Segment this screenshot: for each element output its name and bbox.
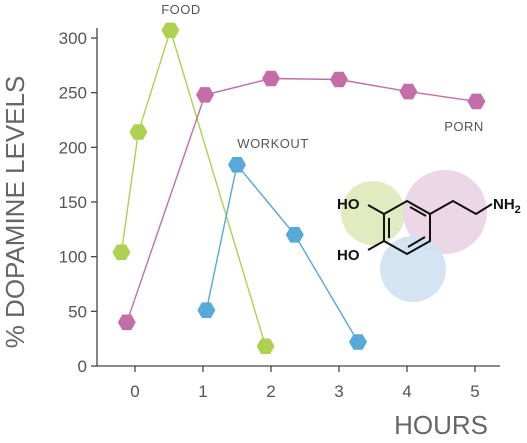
- series-line-workout: [205, 163, 359, 343]
- double-bond: [409, 206, 427, 217]
- data-point-food: [112, 244, 131, 261]
- y-axis-title: % DOPAMINE LEVELS: [0, 76, 30, 349]
- axes: 0 50 100 150 200 250 300 0 1 2 3 4 5 HOURS % DOPAMINE …: [0, 28, 500, 440]
- data-point-porn: [399, 83, 418, 100]
- hydroxyl-bond: [367, 204, 385, 215]
- data-point-porn: [117, 314, 136, 331]
- data-point-workout: [349, 334, 367, 350]
- dopamine-molecule-inset: HO HO NH2: [337, 170, 521, 302]
- data-point-food: [129, 124, 148, 140]
- hydroxyl-label: HO: [337, 247, 360, 264]
- data-point-food: [161, 22, 180, 39]
- series-lines: [120, 27, 477, 347]
- y-tick-label: 300: [59, 29, 87, 48]
- y-tick-label: 0: [78, 357, 87, 376]
- data-point-porn: [196, 87, 214, 103]
- x-tick-label: 2: [266, 382, 275, 401]
- highlight-circle-blue: [380, 236, 446, 302]
- x-tick-label: 3: [334, 382, 343, 401]
- x-axis-title: HOURS: [394, 410, 488, 440]
- x-tick-label: 5: [470, 382, 479, 401]
- hydroxyl-label: HO: [337, 196, 360, 213]
- data-point-porn: [467, 93, 486, 110]
- series-label-food: FOOD: [161, 2, 201, 17]
- y-tick-label: 50: [68, 302, 87, 321]
- x-tick-label: 1: [198, 382, 207, 401]
- y-tick-label: 100: [59, 248, 87, 267]
- double-bond: [407, 236, 426, 248]
- series-label-porn: PORN: [444, 119, 484, 134]
- data-point-workout: [285, 227, 304, 243]
- x-tick-label: 0: [130, 382, 139, 401]
- data-point-food: [256, 338, 275, 355]
- data-point-porn: [262, 70, 280, 87]
- highlight-circle-pink: [403, 170, 487, 254]
- x-tick-label: 4: [402, 382, 411, 401]
- y-tick-label: 200: [59, 138, 87, 157]
- y-tick-label: 250: [59, 84, 87, 103]
- series-labels: FOOD WORKOUT PORN: [161, 2, 484, 151]
- ethylamine-chain: [429, 199, 493, 216]
- y-tick-label: 150: [59, 193, 87, 212]
- series-line-food: [120, 27, 267, 347]
- series-label-workout: WORKOUT: [237, 136, 308, 151]
- hydroxyl-bond: [367, 240, 385, 251]
- series-points: [112, 22, 486, 355]
- series-line-porn: [126, 77, 477, 323]
- data-point-porn: [330, 71, 348, 88]
- data-point-workout: [228, 157, 246, 173]
- highlight-circle-green: [341, 181, 405, 245]
- amine-label: NH2: [493, 196, 521, 216]
- data-point-workout: [197, 302, 216, 318]
